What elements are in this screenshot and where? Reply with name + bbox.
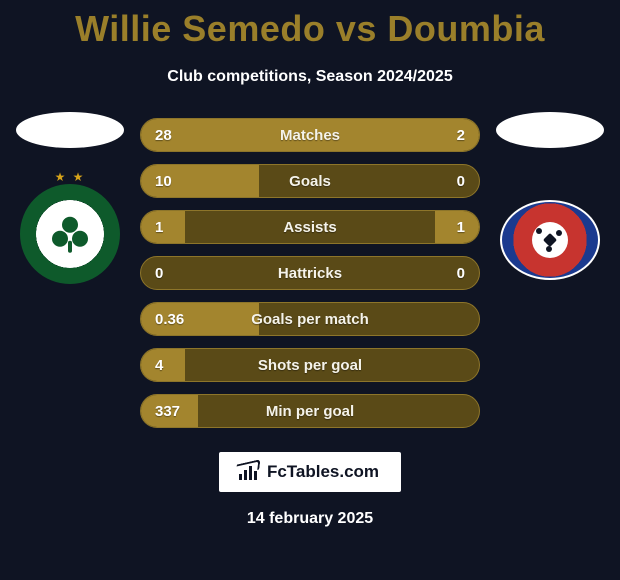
star-icon: ★ ★ (55, 170, 86, 184)
footer: FcTables.com 14 february 2025 (0, 452, 620, 528)
stat-value-left: 337 (141, 403, 203, 420)
stat-label: Hattricks (203, 265, 417, 282)
date-text: 14 february 2025 (247, 510, 373, 528)
stat-value-left: 4 (141, 357, 203, 374)
left-club-crest: ★ ★ (20, 184, 120, 284)
bar-chart-icon (237, 464, 259, 480)
right-player-column (490, 118, 610, 280)
stat-label: Goals per match (203, 311, 417, 328)
stat-row: 4Shots per goal (140, 348, 480, 382)
page-title: Willie Semedo vs Doumbia (0, 0, 620, 50)
stat-bars: 28Matches210Goals01Assists10Hattricks00.… (140, 118, 480, 428)
stat-value-left: 28 (141, 127, 203, 144)
stat-value-right: 0 (417, 265, 479, 282)
stat-label: Shots per goal (203, 357, 417, 374)
player-silhouette-left (16, 112, 124, 148)
stat-label: Assists (203, 219, 417, 236)
comparison-panel: ★ ★ 28Matches210Goals01Assists10Hattrick… (0, 118, 620, 428)
soccer-ball-icon (532, 222, 568, 258)
left-player-column: ★ ★ (10, 118, 130, 284)
stat-row: 337Min per goal (140, 394, 480, 428)
stat-value-right: 2 (417, 127, 479, 144)
right-club-crest (500, 200, 600, 280)
stat-row: 0Hattricks0 (140, 256, 480, 290)
stat-label: Min per goal (203, 403, 417, 420)
shamrock-icon (52, 217, 88, 253)
stat-row: 1Assists1 (140, 210, 480, 244)
stat-value-left: 10 (141, 173, 203, 190)
stat-value-right: 1 (417, 219, 479, 236)
stat-row: 10Goals0 (140, 164, 480, 198)
player-silhouette-right (496, 112, 604, 148)
stat-value-left: 1 (141, 219, 203, 236)
stat-value-left: 0.36 (141, 311, 203, 328)
stat-row: 0.36Goals per match (140, 302, 480, 336)
subtitle: Club competitions, Season 2024/2025 (0, 68, 620, 86)
brand-text: FcTables.com (267, 462, 379, 482)
stat-value-right: 0 (417, 173, 479, 190)
stat-row: 28Matches2 (140, 118, 480, 152)
stat-label: Matches (203, 127, 417, 144)
brand-badge: FcTables.com (219, 452, 401, 492)
stat-value-left: 0 (141, 265, 203, 282)
stat-label: Goals (203, 173, 417, 190)
